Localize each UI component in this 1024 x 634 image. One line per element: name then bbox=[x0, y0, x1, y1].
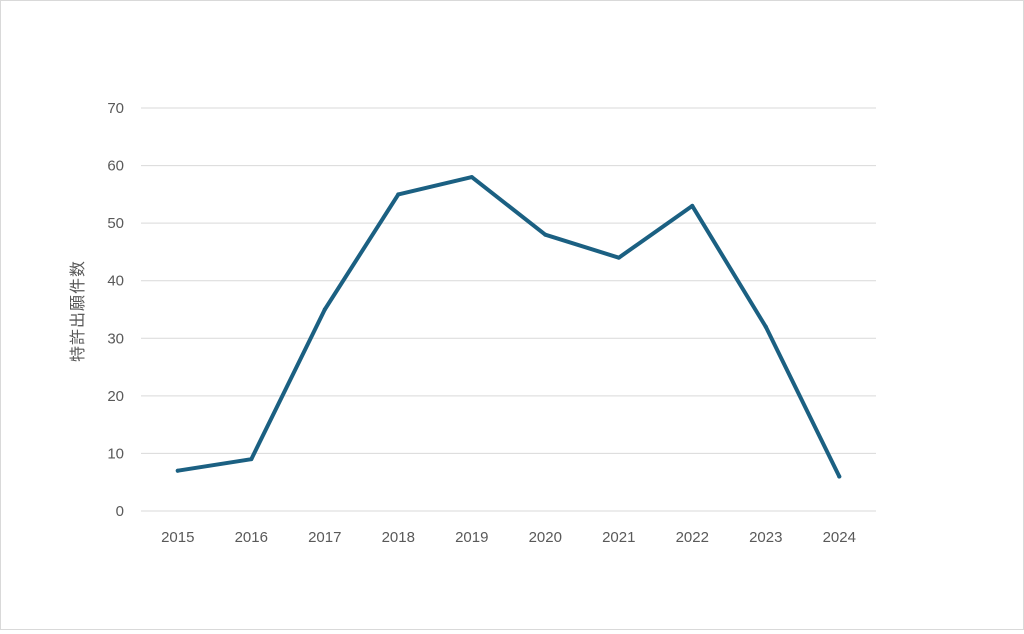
y-tick-label: 60 bbox=[107, 158, 124, 175]
data-point-2017 bbox=[322, 307, 327, 312]
y-tick-label: 30 bbox=[107, 330, 124, 347]
x-tick-label: 2019 bbox=[455, 529, 488, 546]
x-tick-label: 2023 bbox=[749, 529, 782, 546]
x-axis-tick-labels: 2015 2016 2017 2018 2019 2020 2021 2022 2023 2024 bbox=[161, 529, 856, 546]
data-point-2020 bbox=[543, 232, 548, 237]
x-tick-label: 2021 bbox=[602, 529, 635, 546]
x-tick-label: 2024 bbox=[823, 529, 856, 546]
x-tick-label: 2022 bbox=[676, 529, 709, 546]
y-tick-label: 70 bbox=[107, 100, 124, 117]
gridlines bbox=[141, 107, 876, 512]
data-point-2015 bbox=[175, 468, 180, 473]
x-tick-label: 2016 bbox=[235, 529, 268, 546]
data-point-2019 bbox=[469, 175, 474, 180]
y-axis-title: 特許出願件数 bbox=[69, 260, 87, 362]
y-axis-tick-labels: 0 10 20 30 40 50 60 70 bbox=[107, 100, 124, 520]
series-layer bbox=[175, 175, 842, 479]
y-tick-label: 0 bbox=[116, 503, 124, 520]
x-tick-label: 2015 bbox=[161, 529, 194, 546]
data-point-2016 bbox=[249, 457, 254, 462]
series-line bbox=[175, 175, 842, 479]
y-tick-label: 40 bbox=[107, 273, 124, 290]
data-point-2023 bbox=[763, 324, 768, 329]
data-point-2021 bbox=[616, 255, 621, 260]
x-tick-label: 2017 bbox=[308, 529, 341, 546]
x-tick-label: 2020 bbox=[529, 529, 562, 546]
data-point-2024 bbox=[837, 474, 842, 479]
data-point-2022 bbox=[690, 203, 695, 208]
x-tick-label: 2018 bbox=[382, 529, 415, 546]
y-tick-label: 20 bbox=[107, 388, 124, 405]
y-tick-label: 50 bbox=[107, 215, 124, 232]
data-point-2018 bbox=[396, 192, 401, 197]
y-tick-label: 10 bbox=[107, 445, 124, 462]
